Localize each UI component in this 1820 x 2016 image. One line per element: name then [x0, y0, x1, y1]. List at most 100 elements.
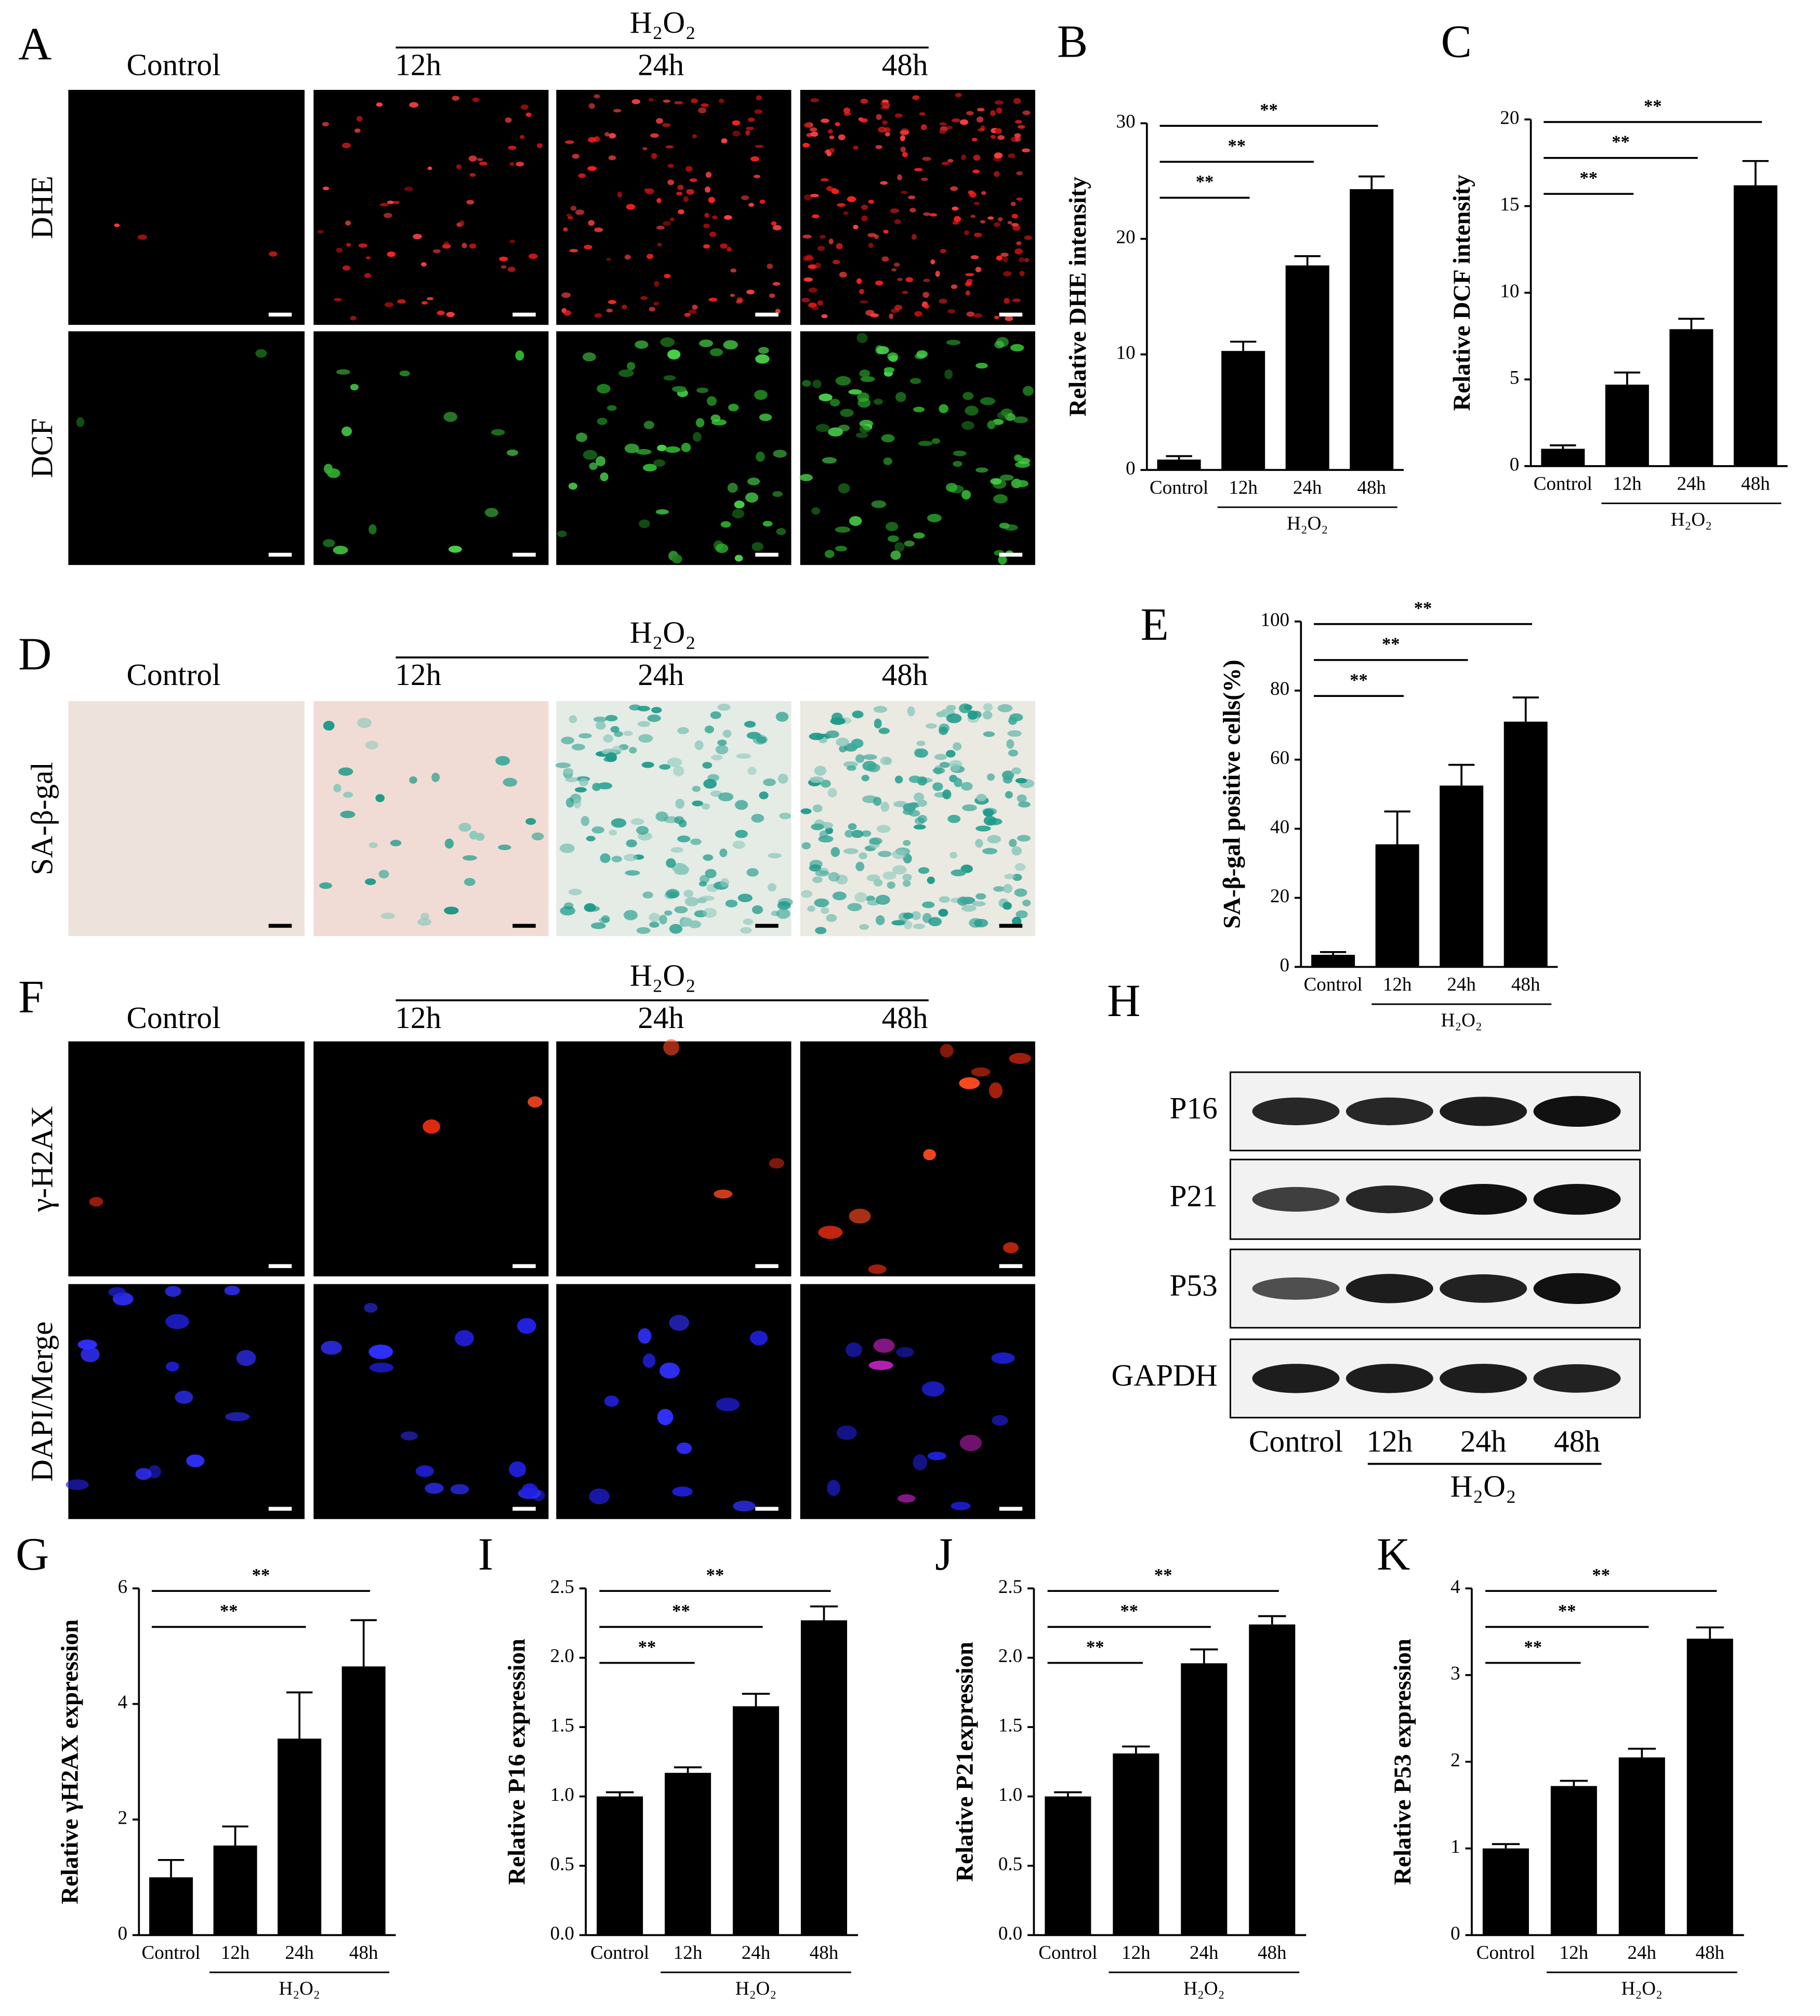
cell [779, 812, 792, 820]
cell [637, 721, 651, 727]
cell [727, 482, 738, 493]
cell [617, 191, 622, 198]
cell [701, 103, 709, 107]
blot-label: P16 [1169, 1091, 1217, 1125]
y-tick-label: 10 [1500, 281, 1519, 302]
cell [703, 779, 717, 789]
y-tick-label: 15 [1500, 194, 1519, 215]
significance-label: ** [1228, 136, 1246, 156]
cell [746, 868, 759, 877]
y-axis-label: Relative P53 expression [1389, 1639, 1416, 1885]
cell [444, 241, 449, 246]
y-tick-label: 1.0 [550, 1784, 574, 1806]
cell [333, 546, 348, 555]
cell [994, 340, 1004, 349]
cell [853, 146, 859, 150]
y-tick-label: 1 [1450, 1836, 1460, 1857]
cell [987, 420, 995, 429]
cell [688, 309, 697, 314]
cell [776, 528, 786, 535]
cell [932, 782, 943, 791]
x-tick-label: Control [1534, 473, 1592, 494]
cell [650, 133, 659, 138]
cell [685, 166, 693, 172]
cell [567, 216, 573, 220]
cell [322, 122, 329, 127]
cell [921, 177, 928, 181]
bar [1618, 1757, 1665, 1935]
cell [597, 384, 611, 394]
cell [566, 214, 572, 217]
bar [1541, 449, 1585, 466]
cell [710, 711, 721, 719]
cell [612, 745, 623, 753]
cell [902, 874, 912, 881]
cell [983, 703, 993, 711]
blot-band [1252, 1364, 1340, 1393]
cell [420, 913, 429, 920]
cell [839, 271, 847, 278]
cell [855, 754, 865, 763]
cell [878, 126, 887, 133]
cell [741, 195, 749, 201]
x-tick-label: 12h [1560, 1942, 1589, 1964]
cell [1014, 888, 1027, 897]
y-tick-label: 1.0 [998, 1784, 1022, 1806]
cell [909, 378, 921, 384]
column-label: 24h [1460, 1424, 1507, 1458]
cell [826, 186, 833, 191]
cell [849, 516, 862, 526]
cell [775, 309, 781, 314]
micrograph [800, 331, 1035, 565]
cell [65, 1479, 89, 1490]
cell [343, 792, 353, 798]
significance-label: ** [1196, 172, 1214, 192]
cell [581, 816, 590, 826]
cell [1011, 214, 1019, 219]
cell [638, 1328, 652, 1344]
cell [826, 914, 837, 923]
blot-band [1533, 1096, 1621, 1127]
cell [662, 221, 671, 226]
bar [1221, 351, 1265, 470]
panel-letter: C [1441, 16, 1472, 67]
cell [869, 837, 882, 845]
x-tick-label: 48h [1695, 1942, 1724, 1964]
cell [674, 101, 683, 104]
cell [966, 311, 975, 317]
cell [521, 1483, 538, 1497]
cell [645, 188, 654, 194]
cell [397, 299, 406, 304]
cell [983, 731, 995, 737]
cell [973, 154, 981, 161]
cell [627, 362, 636, 371]
cell [868, 243, 874, 248]
cell [971, 1067, 991, 1077]
cell [873, 706, 888, 713]
cell [516, 161, 524, 167]
cell [718, 98, 724, 103]
cell [806, 254, 813, 259]
cell [960, 119, 968, 125]
cell [830, 717, 846, 725]
cell [756, 95, 762, 101]
cell [946, 339, 961, 346]
cell [924, 304, 930, 309]
cell [851, 829, 864, 838]
bar [341, 1666, 386, 1935]
cell [676, 1442, 692, 1454]
cell [1016, 197, 1023, 201]
cell [732, 840, 745, 849]
cell [995, 128, 1002, 134]
cell [914, 311, 922, 317]
cell [951, 1501, 971, 1510]
bar [149, 1877, 193, 1935]
cell [664, 910, 672, 916]
column-label: 48h [882, 48, 928, 82]
cell [357, 718, 372, 728]
cell [515, 350, 524, 361]
cell [365, 741, 379, 749]
cell [777, 773, 788, 784]
cell [913, 406, 925, 413]
cell [635, 340, 649, 349]
